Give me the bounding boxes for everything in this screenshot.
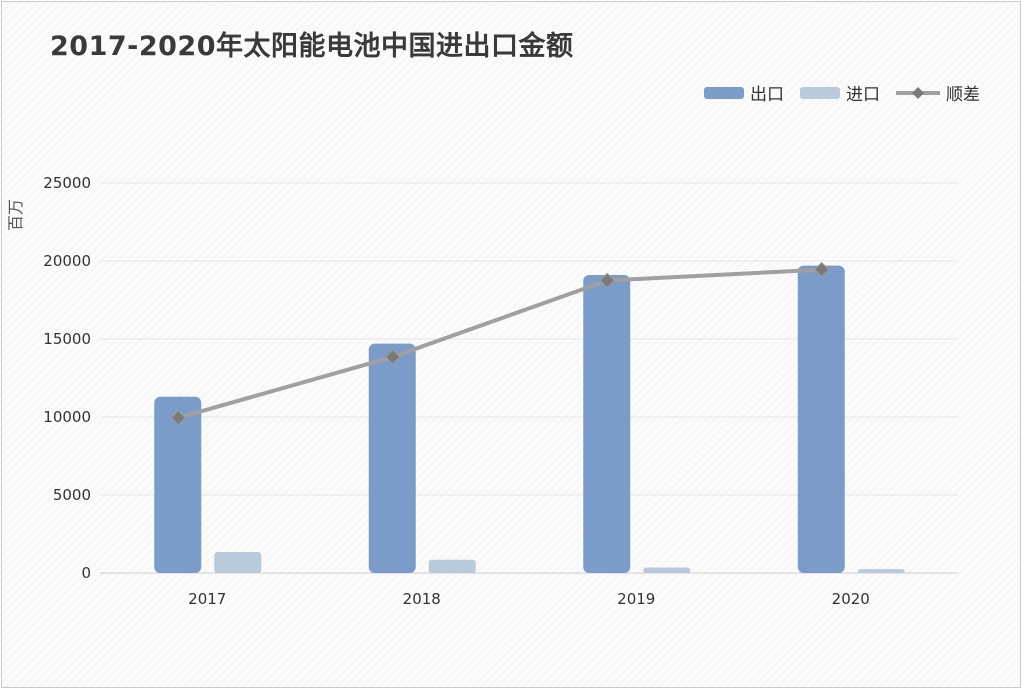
y-tick-label-0: 0 [81, 564, 91, 582]
y-axis-label: 百万 [6, 199, 25, 231]
point-surplus-2019 [599, 272, 615, 289]
bar-import-2019 [643, 567, 691, 573]
legend-item-export: 出口 [704, 80, 784, 105]
legend-swatch-import [800, 86, 840, 99]
legend-label-surplus: 顺差 [946, 85, 980, 105]
series-line-surplus [177, 267, 822, 420]
legend-item-surplus: 顺差 [896, 80, 980, 105]
chart-legend: 出口 进口 顺差 [704, 80, 980, 105]
legend-label-export: 出口 [750, 85, 784, 105]
legend-label-import: 进口 [846, 85, 880, 105]
legend-item-import: 进口 [800, 80, 880, 105]
x-tick-label-2017: 2017 [188, 590, 226, 608]
bar-export-2018 [368, 343, 416, 573]
bar-import-2017 [214, 551, 262, 573]
bar-export-2019 [583, 275, 631, 573]
point-surplus-2020 [814, 261, 830, 278]
bar-export-2020 [797, 265, 845, 573]
bar-import-2018 [428, 559, 476, 573]
x-tick-label-2018: 2018 [403, 590, 441, 608]
y-tick-label-10000: 10000 [43, 408, 91, 426]
point-surplus-2018 [385, 349, 401, 365]
legend-swatch-export [704, 86, 744, 99]
bar-import-2020 [857, 569, 905, 573]
chart-title: 2017-2020年太阳能电池中国进出口金额 [50, 31, 574, 62]
y-tick-label-15000: 15000 [43, 330, 91, 348]
legend-swatch-surplus [896, 86, 940, 99]
y-tick-label-20000: 20000 [43, 252, 91, 270]
y-tick-label-5000: 5000 [53, 486, 91, 504]
x-tick-label-2020: 2020 [832, 590, 870, 608]
x-tick-label-2019: 2019 [617, 590, 655, 608]
point-surplus-2017 [170, 410, 186, 426]
bar-export-2017 [154, 396, 202, 573]
y-tick-label-25000: 25000 [43, 174, 91, 192]
